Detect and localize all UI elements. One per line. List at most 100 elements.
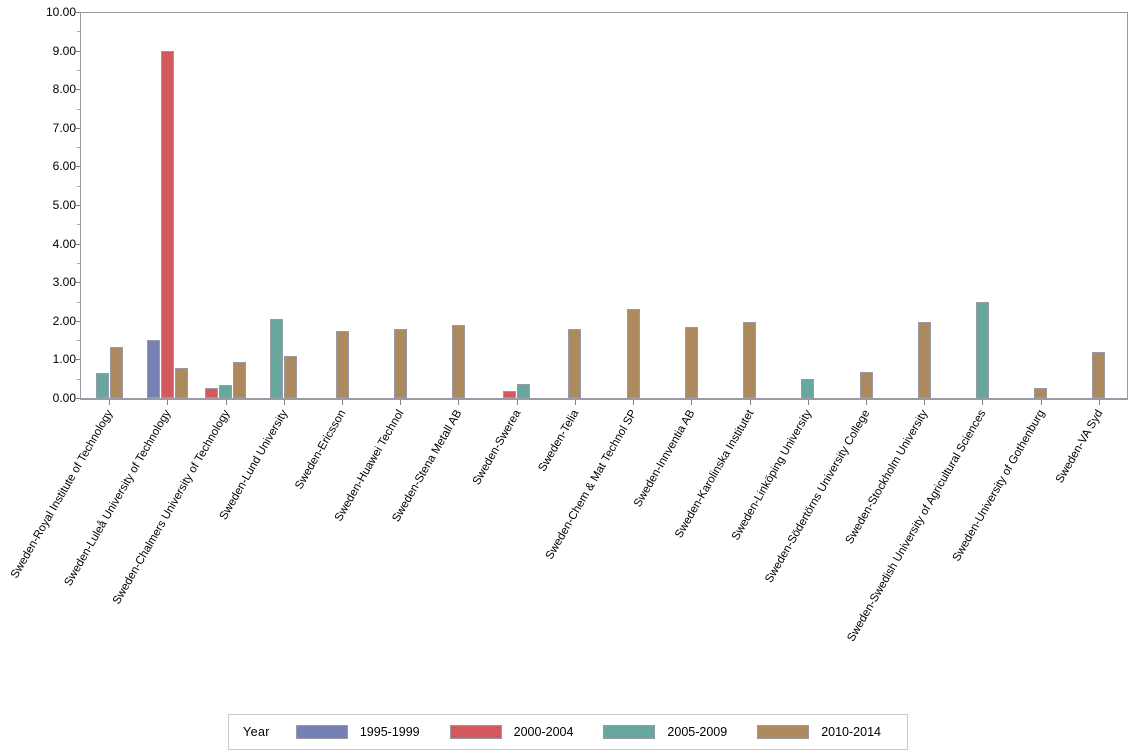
x-axis-tick-mark — [517, 400, 518, 405]
y-axis-tick-label: 8.00 — [52, 82, 76, 97]
legend-color-swatch — [757, 725, 810, 739]
bar — [394, 329, 407, 398]
bar — [1034, 388, 1047, 398]
bar — [233, 362, 246, 398]
x-axis-tick-label: Sweden-Södertörns University College — [763, 408, 873, 586]
x-axis-tick-mark — [1099, 400, 1100, 405]
x-axis-tick-mark — [866, 400, 867, 405]
bar — [801, 379, 814, 398]
x-axis-tick-label: Sweden-Stena Metall AB — [390, 408, 465, 525]
x-axis-tick-mark — [750, 400, 751, 405]
bar — [161, 51, 174, 398]
y-axis-tick-label: 0.00 — [52, 391, 76, 405]
legend-entry[interactable]: 1995-1999 — [295, 725, 420, 739]
bar — [270, 319, 283, 398]
x-axis-tick-mark — [284, 400, 285, 405]
x-axis-tick-mark — [109, 400, 110, 405]
bar — [627, 309, 640, 398]
y-axis-minor-tick-mark — [77, 147, 80, 148]
y-axis-minor-tick-mark — [77, 263, 80, 264]
bar — [110, 347, 123, 398]
bar — [685, 327, 698, 398]
x-axis-tick-label: Sweden-Chalmers University of Technology — [110, 408, 233, 607]
x-axis-tick-mark — [808, 400, 809, 405]
legend-label: 2000-2004 — [513, 725, 574, 739]
bar — [976, 302, 989, 399]
y-axis-tick-mark — [75, 359, 80, 360]
y-axis-minor-tick-mark — [77, 31, 80, 32]
x-axis-tick-label: Sweden-VA Syd — [1053, 408, 1106, 486]
legend-label: 1995-1999 — [359, 725, 420, 739]
y-axis-tick-label: 5.00 — [52, 198, 76, 212]
bar — [205, 388, 218, 398]
bar — [568, 329, 581, 398]
bar — [284, 356, 297, 398]
x-axis-tick-mark — [342, 400, 343, 405]
y-axis-tick-label: 6.00 — [52, 159, 76, 174]
bar — [1092, 352, 1105, 398]
x-axis-tick-mark — [1041, 400, 1042, 405]
x-axis-tick-mark — [167, 400, 168, 405]
y-axis-tick-mark — [75, 128, 80, 129]
y-axis-tick-mark — [75, 282, 80, 283]
bar — [517, 384, 530, 398]
legend-entries: 1995-1999 2000-2004 2005-2009 2010-2014 — [295, 725, 911, 739]
x-axis-tick-mark — [575, 400, 576, 405]
legend-color-swatch — [449, 725, 502, 739]
y-axis-tick-mark — [75, 166, 80, 167]
bar — [452, 325, 465, 398]
x-axis-tick-mark — [691, 400, 692, 405]
bar — [219, 385, 232, 398]
y-axis-tick-mark — [75, 398, 80, 399]
y-axis-tick-label: 10.00 — [45, 5, 76, 19]
x-axis-tick-label: Sweden-Innventia AB — [632, 408, 698, 510]
y-axis-tick-mark — [75, 51, 80, 52]
y-axis-tick-mark — [75, 205, 80, 206]
y-axis-minor-tick-mark — [77, 109, 80, 110]
bar — [918, 322, 931, 398]
y-axis-tick-mark — [75, 244, 80, 245]
y-axis-minor-tick-mark — [77, 379, 80, 380]
legend-entry[interactable]: 2005-2009 — [603, 725, 727, 739]
legend-entry[interactable]: 2010-2014 — [757, 725, 881, 739]
y-axis-tick-label: 1.00 — [52, 352, 76, 367]
x-axis-tick-mark — [458, 400, 459, 405]
x-axis-baseline — [80, 398, 1128, 400]
x-axis-tick-label: Sweden-Luleå University of Technology — [62, 408, 174, 589]
legend-entry[interactable]: 2000-2004 — [449, 725, 574, 739]
bar — [743, 322, 756, 398]
y-axis-minor-tick-mark — [77, 186, 80, 187]
legend-color-swatch — [295, 725, 348, 739]
bar — [860, 372, 873, 398]
x-axis-tick-label: Sweden-Swerea — [470, 408, 524, 488]
y-axis-tick-label: 4.00 — [52, 236, 76, 251]
y-axis-tick-mark — [75, 321, 80, 322]
bar — [147, 340, 160, 398]
x-axis-tick-mark — [633, 400, 634, 405]
x-axis-tick-label: Sweden-Huawei Technol — [332, 408, 407, 524]
y-axis-tick-mark — [75, 89, 80, 90]
legend: Year 1995-1999 2000-2004 2005-2009 2010-201… — [228, 714, 908, 750]
y-axis-tick-mark — [75, 12, 80, 13]
x-axis-tick-mark — [400, 400, 401, 405]
y-axis-minor-tick-mark — [77, 340, 80, 341]
x-axis-tick-mark — [924, 400, 925, 405]
bar — [336, 331, 349, 398]
y-axis-tick-label: 7.00 — [52, 120, 76, 135]
y-axis-minor-tick-mark — [77, 224, 80, 225]
y-axis-tick-label: 2.00 — [52, 313, 76, 328]
x-axis-tick-label: Sweden-Ericsson — [293, 408, 349, 492]
legend-title: Year — [243, 725, 270, 739]
y-axis-tick-label: 3.00 — [52, 275, 76, 290]
bar — [503, 391, 516, 398]
plot-area — [80, 12, 1128, 398]
x-axis-tick-label: Sweden-Lund University — [217, 408, 291, 522]
legend-label: 2010-2014 — [821, 725, 881, 739]
y-axis-minor-tick-mark — [77, 70, 80, 71]
y-axis-minor-tick-mark — [77, 302, 80, 303]
y-axis-tick-label: 9.00 — [52, 43, 76, 58]
x-axis-tick-label: Sweden-Swedish University of Agricultura… — [845, 408, 989, 644]
bar — [175, 368, 188, 398]
bar — [96, 373, 109, 398]
